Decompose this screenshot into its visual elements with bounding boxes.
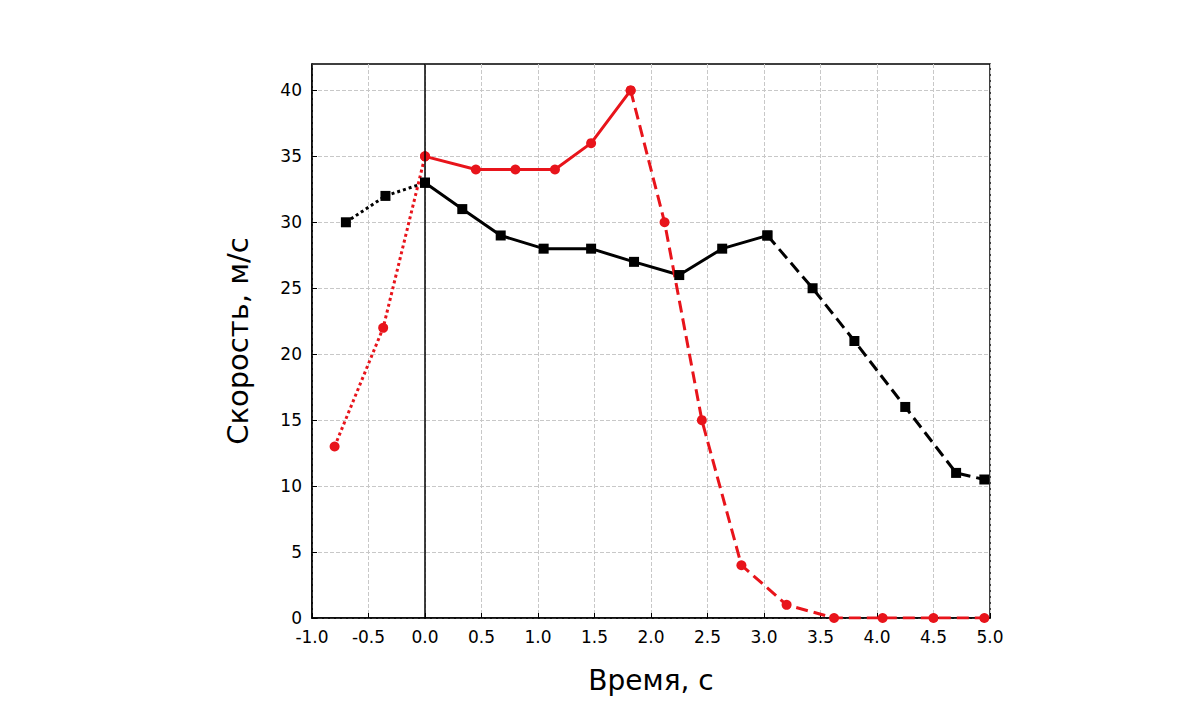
svg-text:Время, с: Время, с xyxy=(588,664,713,697)
svg-text:4.0: 4.0 xyxy=(863,627,890,647)
svg-text:40: 40 xyxy=(280,80,302,100)
svg-text:1.5: 1.5 xyxy=(581,627,608,647)
svg-text:0.5: 0.5 xyxy=(468,627,495,647)
svg-text:5: 5 xyxy=(291,542,302,562)
svg-text:Скорость, м/с: Скорость, м/с xyxy=(221,237,255,445)
svg-text:30: 30 xyxy=(280,212,302,232)
svg-text:-1.0: -1.0 xyxy=(295,627,328,647)
svg-text:20: 20 xyxy=(280,344,302,364)
svg-text:0: 0 xyxy=(291,608,302,628)
svg-text:2.5: 2.5 xyxy=(694,627,721,647)
svg-text:15: 15 xyxy=(280,410,302,430)
svg-text:1.0: 1.0 xyxy=(524,627,551,647)
svg-text:5.0: 5.0 xyxy=(976,627,1003,647)
svg-text:3.0: 3.0 xyxy=(750,627,777,647)
svg-text:10: 10 xyxy=(280,476,302,496)
svg-text:35: 35 xyxy=(280,146,302,166)
svg-text:0.0: 0.0 xyxy=(411,627,438,647)
svg-text:4.5: 4.5 xyxy=(920,627,947,647)
svg-text:-0.5: -0.5 xyxy=(352,627,385,647)
svg-text:3.5: 3.5 xyxy=(807,627,834,647)
svg-text:25: 25 xyxy=(280,278,302,298)
svg-text:2.0: 2.0 xyxy=(637,627,664,647)
